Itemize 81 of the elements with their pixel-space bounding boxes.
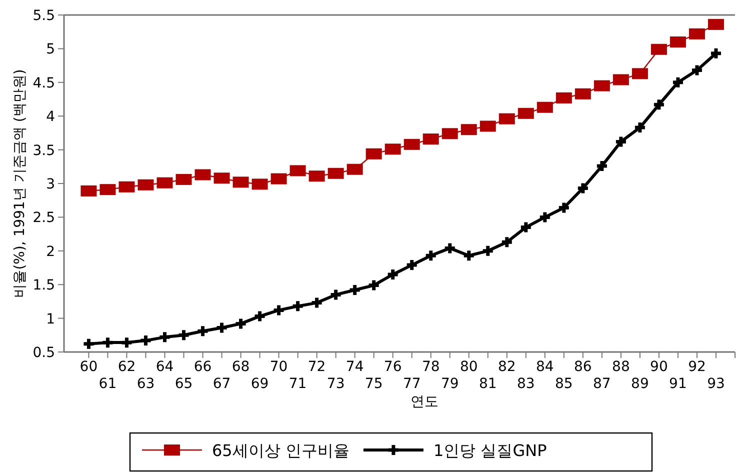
x-tick-label: 87 (593, 376, 611, 392)
legend-label: 65세이상 인구비율 (212, 441, 350, 460)
point (614, 134, 628, 148)
x-tick-label: 67 (212, 376, 231, 392)
point (690, 64, 704, 78)
x-tick-label: 77 (402, 376, 421, 392)
x-tick-label: 73 (326, 376, 345, 392)
x-tick-label: 72 (308, 359, 326, 375)
point (462, 248, 476, 262)
x-tick-label: 90 (650, 359, 668, 375)
y-tick-label: 0.5 (32, 345, 55, 361)
point (100, 336, 114, 350)
point (329, 288, 343, 302)
y-tick-label: 5.5 (32, 8, 55, 24)
x-tick-label: 80 (460, 359, 478, 375)
point (595, 159, 609, 173)
x-tick-label: 61 (98, 376, 117, 392)
point (120, 336, 134, 350)
point (291, 299, 305, 313)
x-axis-title: 연도 (410, 394, 438, 410)
point (519, 220, 533, 234)
point (196, 324, 210, 338)
point (500, 235, 514, 249)
point (424, 248, 438, 262)
x-tick-label: 85 (555, 376, 573, 392)
x-tick-label: 86 (574, 359, 592, 375)
point (310, 296, 324, 310)
y-tick-label: 5 (46, 42, 55, 58)
x-tick-label: 82 (498, 359, 516, 375)
x-tick-label: 62 (118, 359, 136, 375)
x-tick-label: 88 (612, 359, 630, 375)
y-tick-label: 2 (46, 244, 55, 260)
x-tick-label: 83 (516, 376, 535, 392)
x-tick-label: 75 (364, 376, 383, 392)
y-tick-label: 1 (46, 311, 55, 328)
x-tick-label: 93 (707, 376, 725, 392)
x-tick-label: 71 (288, 376, 307, 392)
x-tick-label: 76 (384, 359, 402, 375)
y-tick-label: 3.5 (32, 142, 55, 159)
point (367, 278, 381, 292)
point (557, 201, 571, 215)
point (177, 328, 191, 342)
y-tick-label: 4 (46, 109, 56, 126)
point (405, 258, 419, 272)
point (576, 181, 590, 195)
point (538, 210, 552, 224)
x-tick-label: 74 (346, 359, 364, 375)
point (215, 320, 229, 334)
point (652, 98, 666, 112)
x-tick-label: 84 (536, 359, 554, 375)
y-axis-title: 비율(%), 1991년 기준금액 (백만원) (12, 69, 28, 298)
x-tick-label: 69 (250, 376, 269, 392)
x-tick-label: 79 (440, 376, 459, 392)
x-tick-label: 64 (156, 359, 174, 375)
x-tick-label: 60 (80, 359, 98, 375)
x-tick-label: 63 (136, 376, 155, 392)
point (158, 330, 172, 344)
point (386, 268, 400, 282)
y-tick-label: 2.5 (32, 210, 55, 226)
legend-label: 1인당 실질GNP (433, 441, 548, 460)
point (671, 76, 685, 90)
x-tick-label: 70 (270, 359, 288, 375)
x-tick-label: 81 (478, 376, 497, 392)
y-tick-label: 3 (46, 176, 55, 192)
point (633, 120, 647, 134)
x-tick-label: 89 (631, 376, 649, 392)
point (234, 316, 248, 330)
y-tick-label: 1.5 (32, 278, 55, 294)
x-tick-label: 78 (422, 359, 440, 375)
x-tick-label: 66 (194, 359, 212, 375)
x-tick-label: 68 (232, 359, 250, 375)
point (443, 241, 457, 255)
y-tick-label: 4.5 (32, 75, 55, 92)
x-tick-label: 92 (688, 359, 706, 375)
point (481, 244, 495, 258)
point (348, 283, 362, 297)
x-tick-label: 65 (174, 376, 193, 392)
point (253, 310, 267, 324)
point (272, 303, 286, 317)
point (138, 334, 152, 348)
x-tick-label: 91 (669, 376, 687, 392)
